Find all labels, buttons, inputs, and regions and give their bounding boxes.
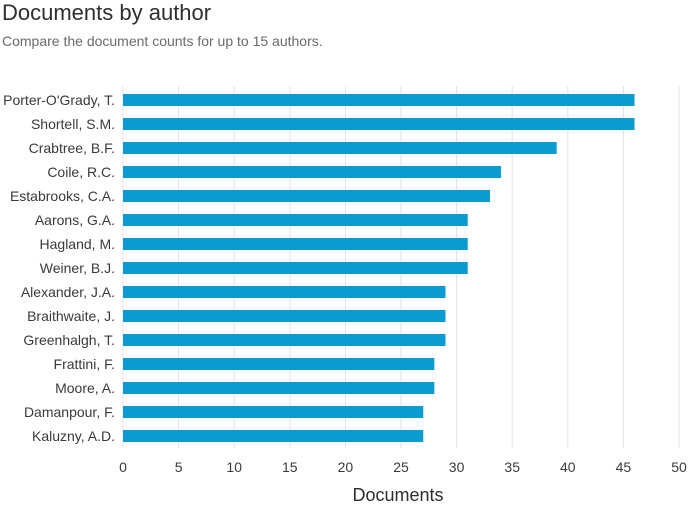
y-category-label: Weiner, B.J. — [40, 260, 115, 276]
bar[interactable] — [123, 310, 446, 322]
y-category-label: Coile, R.C. — [47, 164, 115, 180]
y-category-label: Hagland, M. — [40, 236, 115, 252]
bar[interactable] — [123, 118, 635, 130]
y-category-label: Moore, A. — [55, 380, 115, 396]
bar[interactable] — [123, 238, 468, 250]
x-tick-label: 20 — [338, 459, 354, 475]
bar[interactable] — [123, 286, 446, 298]
bar[interactable] — [123, 382, 435, 394]
bar[interactable] — [123, 142, 557, 154]
bar[interactable] — [123, 406, 424, 418]
y-category-label: Estabrooks, C.A. — [10, 188, 115, 204]
bar[interactable] — [123, 334, 446, 346]
y-category-label: Alexander, J.A. — [21, 284, 115, 300]
y-category-label: Crabtree, B.F. — [29, 140, 115, 156]
y-category-label: Kaluzny, A.D. — [32, 428, 115, 444]
y-category-label: Damanpour, F. — [24, 404, 115, 420]
bar[interactable] — [123, 166, 502, 178]
y-category-label: Shortell, S.M. — [31, 116, 115, 132]
x-tick-label: 0 — [119, 459, 127, 475]
chart-title: Documents by author — [2, 0, 212, 25]
bar[interactable] — [123, 262, 468, 274]
y-category-label: Greenhalgh, T. — [23, 332, 115, 348]
x-tick-label: 30 — [449, 459, 465, 475]
x-tick-label: 25 — [393, 459, 409, 475]
bar[interactable] — [123, 430, 424, 442]
x-tick-label: 10 — [226, 459, 242, 475]
bar[interactable] — [123, 214, 468, 226]
y-category-label: Braithwaite, J. — [27, 308, 115, 324]
y-category-label: Porter-O'Grady, T. — [3, 92, 115, 108]
y-category-label: Aarons, G.A. — [35, 212, 115, 228]
bar[interactable] — [123, 358, 435, 370]
bar[interactable] — [123, 94, 635, 106]
x-axis-title: Documents — [352, 485, 443, 505]
x-tick-label: 40 — [560, 459, 576, 475]
y-category-label: Frattini, F. — [54, 356, 115, 372]
x-tick-label: 15 — [282, 459, 298, 475]
x-tick-label: 5 — [175, 459, 183, 475]
chart-subtitle: Compare the document counts for up to 15… — [2, 33, 323, 49]
bar[interactable] — [123, 190, 490, 202]
x-tick-label: 35 — [504, 459, 520, 475]
x-tick-label: 50 — [671, 459, 687, 475]
x-tick-label: 45 — [616, 459, 632, 475]
